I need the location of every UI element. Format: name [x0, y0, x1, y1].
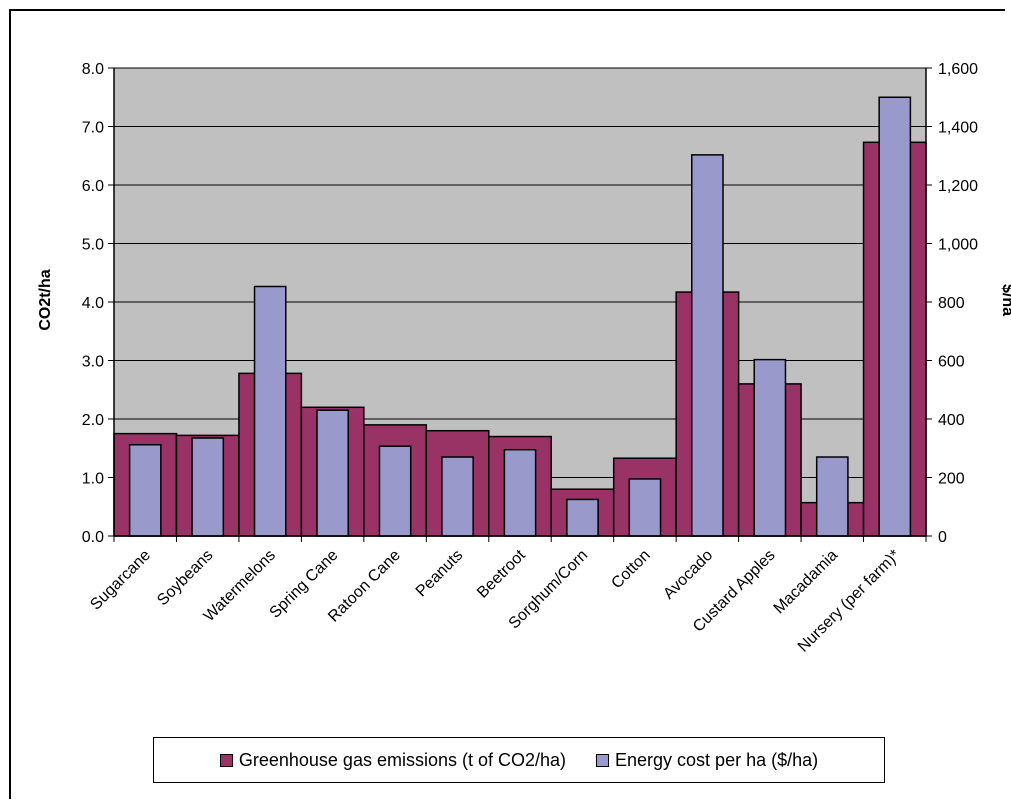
- left-tick-label: 5.0: [82, 237, 104, 254]
- y2-axis-title: $/ha: [999, 284, 1011, 316]
- right-tick-label: 200: [938, 471, 965, 488]
- legend-item-energy-cost: Energy cost per ha ($/ha): [596, 750, 818, 771]
- left-tick-label: 4.0: [82, 295, 104, 312]
- left-tick-label: 0.0: [82, 529, 104, 546]
- energy-cost-bar: [378, 445, 412, 537]
- energy-cost-bar: [566, 498, 599, 537]
- left-tick-label: 6.0: [82, 178, 104, 195]
- chart: 0.0 1.0 2.0 3.0 4.0 5.0 6.0 7.0 8.0 0 200 400 600 80…: [37, 61, 1011, 656]
- energy-cost-bar: [503, 448, 537, 537]
- left-tick-label: 3.0: [82, 354, 104, 371]
- right-tick-label: 1,400: [938, 120, 978, 137]
- y-axis-title: CO2t/ha: [37, 269, 54, 330]
- right-tick-label: 1,600: [938, 61, 978, 78]
- legend: Greenhouse gas emissions (t of CO2/ha) E…: [153, 737, 885, 783]
- right-tick-label: 800: [938, 295, 965, 312]
- legend-label-energy-cost: Energy cost per ha ($/ha): [615, 749, 819, 770]
- energy-cost-bar: [878, 96, 912, 537]
- energy-cost-bar: [815, 456, 849, 537]
- energy-cost-bar: [753, 358, 787, 537]
- energy-cost-bar: [128, 443, 162, 537]
- left-tick-label: 2.0: [82, 412, 104, 429]
- right-tick-label: 1,000: [938, 237, 978, 254]
- right-axis-ticks: 0 200 400 600 800 1,000 1,200 1,400 1,600: [926, 61, 978, 546]
- chart-frame: [9, 9, 1005, 799]
- energy-cost-bar: [441, 456, 474, 537]
- category-label: Avocado: [660, 547, 716, 603]
- right-tick-label: 400: [938, 412, 965, 429]
- legend-swatch-ghg: [219, 753, 233, 767]
- category-label: Cotton: [608, 547, 653, 592]
- left-tick-label: 1.0: [82, 471, 104, 488]
- legend-item-ghg: Greenhouse gas emissions (t of CO2/ha): [219, 749, 567, 771]
- energy-cost-bar: [316, 409, 349, 537]
- energy-cost-bar: [253, 285, 287, 537]
- energy-cost-bar: [191, 437, 225, 537]
- right-tick-label: 1,200: [938, 178, 978, 195]
- category-label: Peanuts: [413, 547, 467, 601]
- energy-cost-bar: [691, 154, 724, 537]
- category-label: Nursery (per farm)*: [795, 547, 904, 656]
- left-tick-label: 7.0: [82, 120, 104, 137]
- legend-swatch-energy-cost: [596, 753, 610, 767]
- left-axis-ticks: 0.0 1.0 2.0 3.0 4.0 5.0 6.0 7.0 8.0: [82, 61, 114, 546]
- left-tick-label: 8.0: [82, 61, 104, 78]
- category-label: Beetroot: [474, 546, 529, 601]
- energy-cost-bar: [628, 478, 662, 537]
- right-tick-label: 0: [938, 529, 947, 546]
- right-tick-label: 600: [938, 354, 965, 371]
- energy-cost-series: [128, 96, 912, 537]
- legend-label-ghg: Greenhouse gas emissions (t of CO2/ha): [238, 749, 567, 770]
- category-label: Sugarcane: [87, 547, 154, 614]
- category-label: Soybeans: [154, 547, 216, 609]
